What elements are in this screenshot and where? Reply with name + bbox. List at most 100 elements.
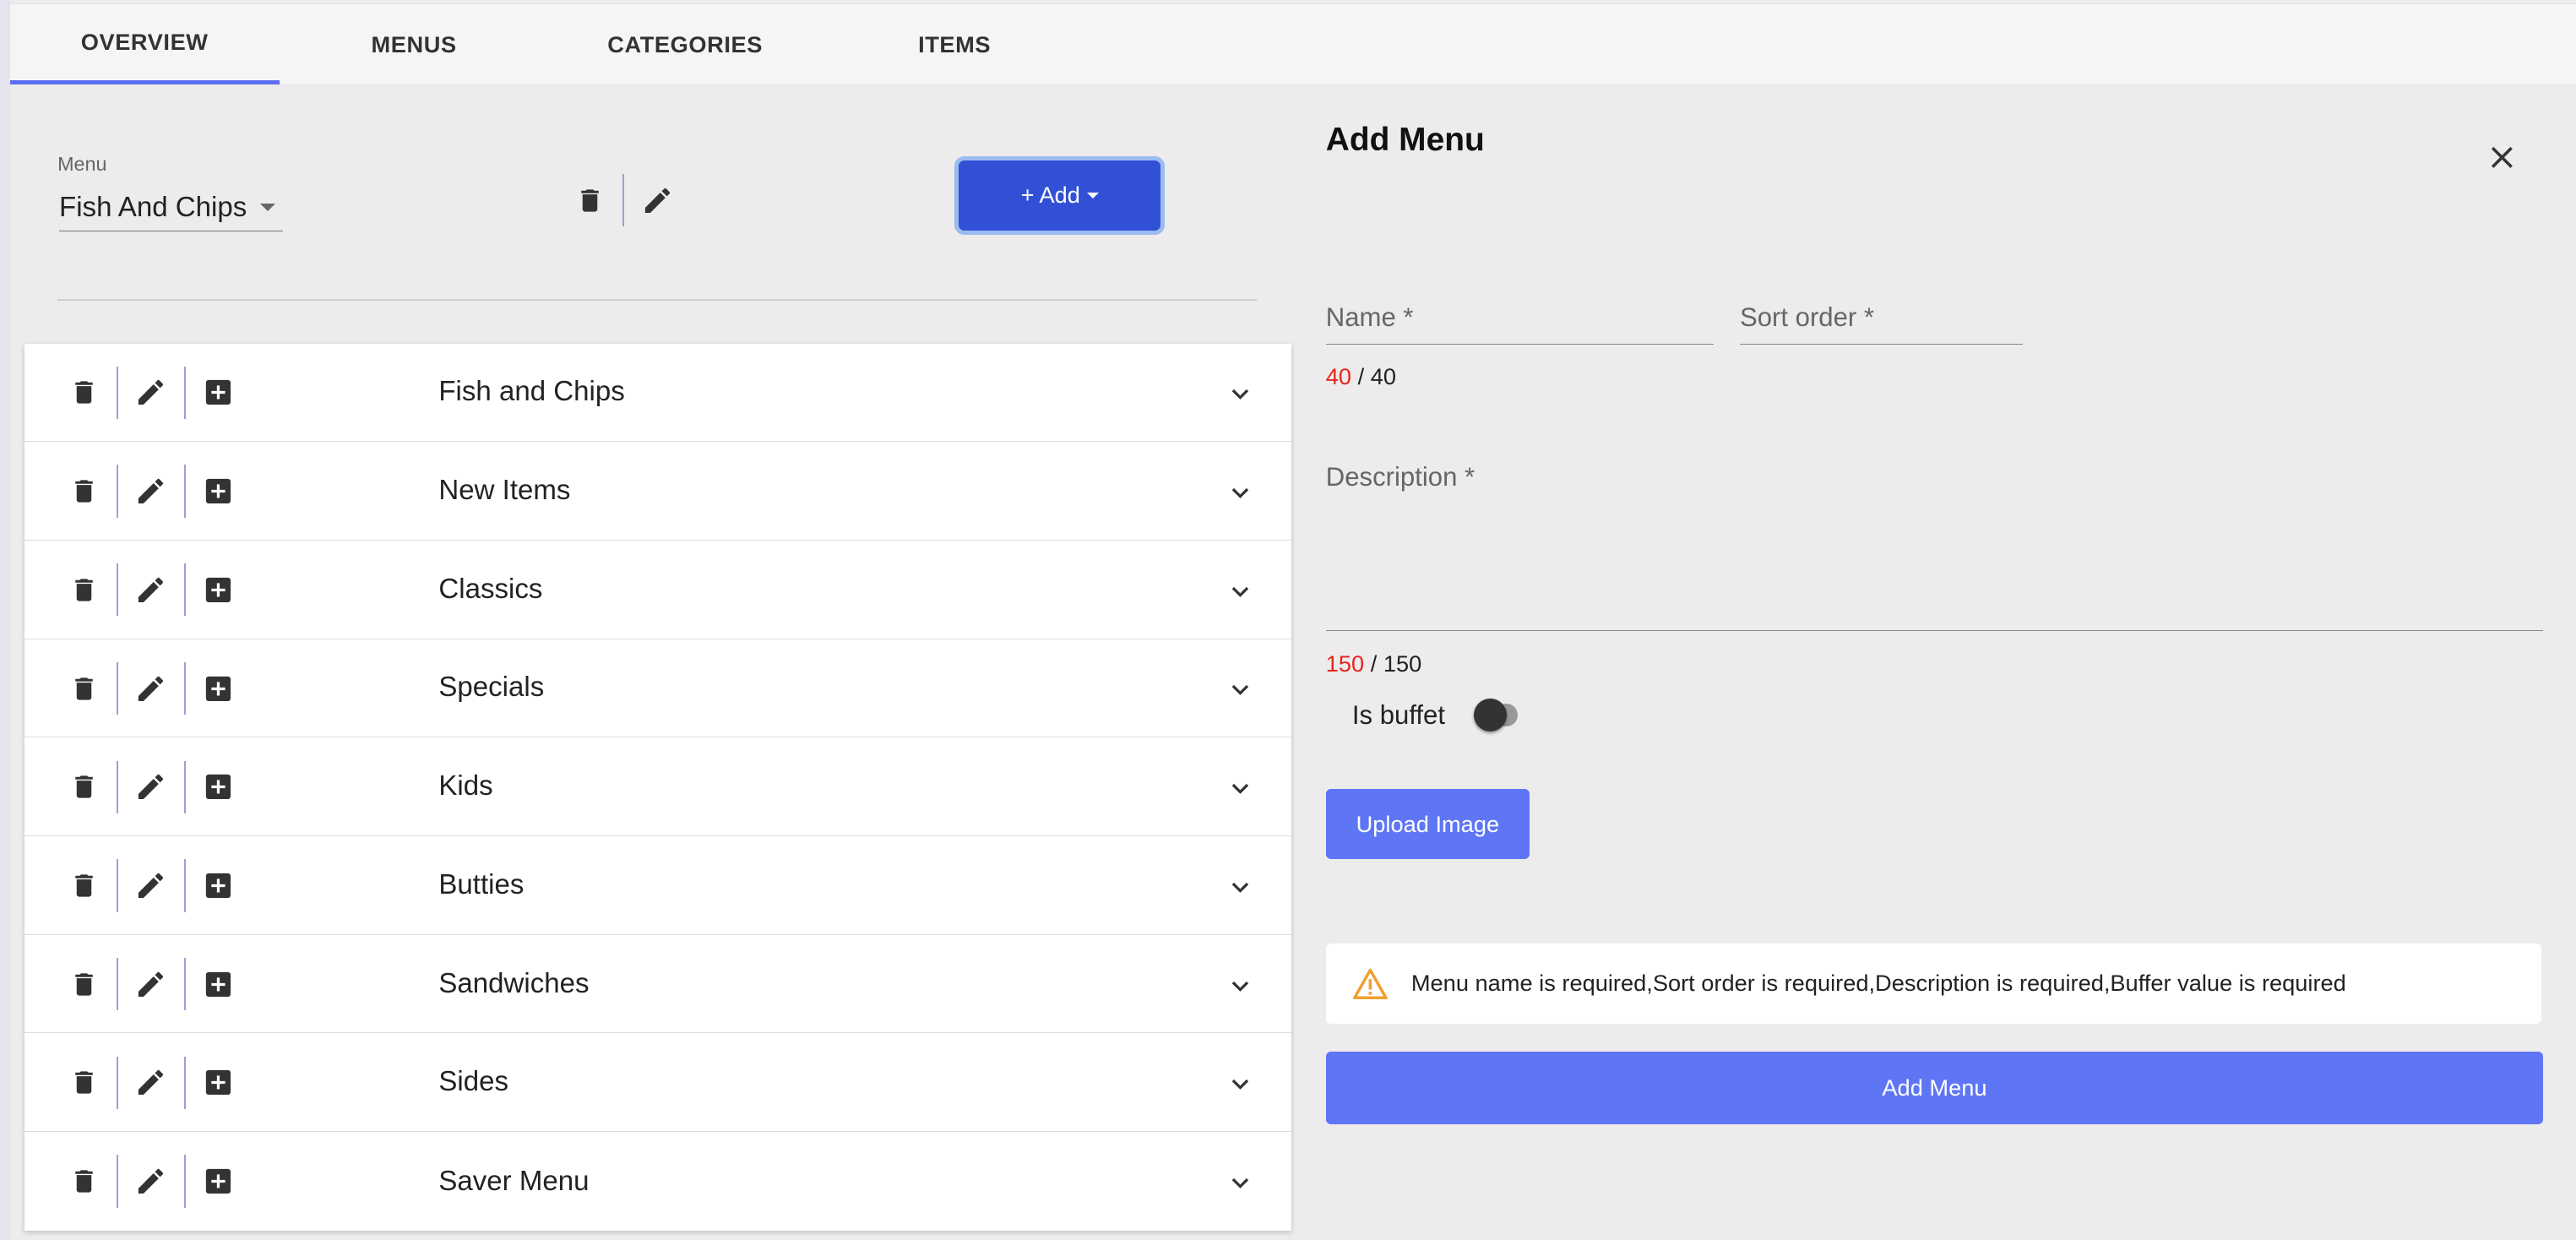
divider [183, 957, 186, 1011]
delete-category-button[interactable] [66, 1163, 102, 1199]
pencil-icon [134, 574, 167, 606]
add-menu-submit-button[interactable]: Add Menu [1325, 1051, 2544, 1124]
divider [183, 760, 186, 813]
edit-category-button[interactable] [133, 1064, 170, 1101]
menu-select-value: Fish And Chips [59, 191, 247, 223]
row-actions [66, 661, 236, 715]
caret-down-icon [259, 204, 275, 211]
row-actions [66, 760, 236, 813]
add-item-button[interactable] [200, 374, 236, 411]
tab-categories[interactable]: CATEGORIES [607, 30, 764, 57]
edit-category-button[interactable] [133, 374, 170, 411]
edit-category-button[interactable] [133, 1163, 170, 1199]
plus-box-icon [202, 770, 235, 803]
divider [117, 760, 119, 813]
expand-button[interactable] [1222, 1066, 1258, 1102]
delete-category-button[interactable] [66, 572, 102, 608]
category-row[interactable]: Butties [24, 836, 1291, 935]
chevron-down-icon [1224, 772, 1257, 805]
add-item-button[interactable] [200, 572, 236, 608]
pencil-icon [644, 188, 670, 213]
add-item-button[interactable] [200, 769, 236, 805]
chevron-down-icon [1224, 476, 1257, 509]
delete-category-button[interactable] [66, 1064, 102, 1101]
category-row[interactable]: Saver Menu [24, 1132, 1291, 1231]
trash-icon [69, 869, 99, 902]
edit-category-button[interactable] [133, 966, 170, 1003]
edit-category-button[interactable] [133, 572, 170, 608]
delete-category-button[interactable] [66, 374, 102, 411]
name-input[interactable]: Name * [1325, 302, 1714, 345]
divider [57, 299, 1258, 301]
category-row[interactable]: Specials [24, 639, 1291, 738]
chevron-down-icon [1224, 378, 1257, 411]
upload-image-button[interactable]: Upload Image [1325, 788, 1530, 860]
category-list: Fish and Chips New Items Classics Specia… [24, 343, 1291, 1231]
delete-category-button[interactable] [66, 769, 102, 805]
delete-category-button[interactable] [66, 867, 102, 904]
add-item-button[interactable] [200, 867, 236, 904]
left-edge [0, 0, 10, 1240]
edit-category-button[interactable] [133, 867, 170, 904]
row-actions [66, 859, 236, 912]
plus-box-icon [202, 376, 235, 409]
expand-button[interactable] [1222, 1165, 1258, 1201]
pencil-icon [134, 672, 167, 705]
category-row[interactable]: Sides [24, 1033, 1291, 1133]
sort-order-input[interactable]: Sort order * [1739, 302, 2023, 345]
add-item-button[interactable] [200, 966, 236, 1003]
add-item-button[interactable] [200, 671, 236, 707]
buffet-label: Is buffet [1351, 699, 1446, 730]
validation-alert: Menu name is required,Sort order is requ… [1325, 943, 2542, 1024]
add-dropdown-button[interactable]: + Add [954, 155, 1166, 236]
row-actions [66, 366, 236, 419]
divider [183, 1155, 186, 1208]
category-row[interactable]: Classics [24, 541, 1291, 639]
buffet-toggle[interactable] [1473, 698, 1536, 731]
trash-icon [581, 189, 599, 212]
tab-overview[interactable]: OVERVIEW [9, 4, 280, 85]
close-button[interactable] [2484, 139, 2520, 176]
expand-button[interactable] [1222, 475, 1258, 511]
panel-title: Add Menu [1325, 121, 1485, 158]
category-row[interactable]: Sandwiches [24, 935, 1291, 1034]
edit-category-button[interactable] [133, 473, 170, 509]
category-row[interactable]: Kids [24, 737, 1291, 837]
expand-button[interactable] [1222, 376, 1258, 412]
add-item-button[interactable] [200, 1163, 236, 1199]
add-item-button[interactable] [200, 1064, 236, 1101]
divider [622, 174, 625, 227]
add-item-button[interactable] [200, 473, 236, 509]
category-row[interactable]: New Items [24, 442, 1291, 541]
tab-items[interactable]: ITEMS [918, 30, 992, 57]
divider [183, 563, 186, 617]
category-name: Kids [438, 770, 493, 802]
edit-category-button[interactable] [133, 769, 170, 805]
warning-icon [1352, 968, 1388, 999]
delete-menu-button[interactable] [572, 182, 608, 219]
description-input[interactable]: Description * [1325, 462, 2544, 631]
trash-icon [69, 1066, 99, 1099]
trash-icon [69, 574, 99, 606]
expand-button[interactable] [1222, 770, 1258, 807]
expand-button[interactable] [1222, 574, 1258, 610]
delete-category-button[interactable] [66, 966, 102, 1003]
expand-button[interactable] [1222, 869, 1258, 906]
divider [117, 661, 119, 715]
category-row[interactable]: Fish and Chips [24, 344, 1291, 443]
delete-category-button[interactable] [66, 473, 102, 509]
expand-button[interactable] [1222, 968, 1258, 1004]
edit-category-button[interactable] [133, 671, 170, 707]
expand-button[interactable] [1222, 672, 1258, 709]
add-button-label: + Add [1020, 182, 1080, 209]
edit-menu-button[interactable] [639, 182, 676, 219]
trash-icon [69, 672, 99, 705]
delete-category-button[interactable] [66, 671, 102, 707]
menu-actions [572, 174, 676, 227]
menu-select[interactable]: Fish And Chips [59, 184, 283, 232]
close-icon [2492, 147, 2514, 169]
chevron-down-icon [1224, 575, 1257, 608]
name-counter: 40 / 40 [1326, 363, 1396, 390]
tab-menus[interactable]: MENUS [371, 30, 457, 57]
chevron-down-icon [1224, 970, 1257, 1003]
